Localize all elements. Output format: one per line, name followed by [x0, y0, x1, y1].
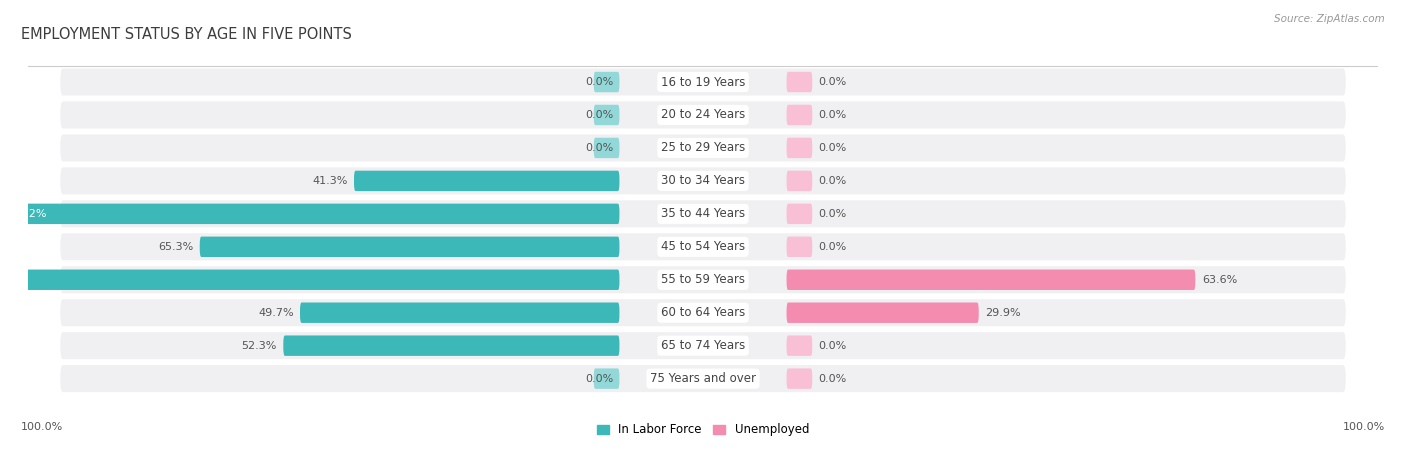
FancyBboxPatch shape	[60, 200, 1346, 227]
FancyBboxPatch shape	[60, 233, 1346, 260]
FancyBboxPatch shape	[1, 204, 620, 224]
Text: 0.0%: 0.0%	[585, 110, 613, 120]
Text: 75 Years and over: 75 Years and over	[650, 372, 756, 385]
FancyBboxPatch shape	[786, 138, 813, 158]
Text: 65 to 74 Years: 65 to 74 Years	[661, 339, 745, 352]
FancyBboxPatch shape	[60, 68, 1346, 95]
Text: 100.0%: 100.0%	[0, 275, 28, 285]
FancyBboxPatch shape	[593, 105, 620, 125]
Text: 100.0%: 100.0%	[1343, 422, 1385, 432]
FancyBboxPatch shape	[786, 369, 813, 389]
Text: Source: ZipAtlas.com: Source: ZipAtlas.com	[1274, 14, 1385, 23]
FancyBboxPatch shape	[60, 332, 1346, 359]
Text: 0.0%: 0.0%	[818, 341, 846, 351]
Text: 29.9%: 29.9%	[986, 308, 1021, 318]
Text: 16 to 19 Years: 16 to 19 Years	[661, 76, 745, 89]
FancyBboxPatch shape	[786, 72, 813, 92]
Text: 0.0%: 0.0%	[818, 110, 846, 120]
FancyBboxPatch shape	[593, 138, 620, 158]
Text: 0.0%: 0.0%	[585, 77, 613, 87]
FancyBboxPatch shape	[60, 299, 1346, 326]
FancyBboxPatch shape	[60, 101, 1346, 129]
Text: 41.3%: 41.3%	[312, 176, 347, 186]
FancyBboxPatch shape	[786, 335, 813, 356]
Text: 0.0%: 0.0%	[818, 77, 846, 87]
Text: 20 to 24 Years: 20 to 24 Years	[661, 108, 745, 122]
Text: 0.0%: 0.0%	[818, 176, 846, 186]
Text: 0.0%: 0.0%	[585, 374, 613, 384]
Text: EMPLOYMENT STATUS BY AGE IN FIVE POINTS: EMPLOYMENT STATUS BY AGE IN FIVE POINTS	[21, 27, 351, 42]
FancyBboxPatch shape	[200, 237, 620, 257]
Text: 49.7%: 49.7%	[257, 308, 294, 318]
Legend: In Labor Force, Unemployed: In Labor Force, Unemployed	[592, 419, 814, 441]
FancyBboxPatch shape	[593, 369, 620, 389]
FancyBboxPatch shape	[354, 171, 620, 191]
FancyBboxPatch shape	[60, 266, 1346, 293]
Text: 60 to 64 Years: 60 to 64 Years	[661, 306, 745, 319]
Text: 96.2%: 96.2%	[11, 209, 46, 219]
Text: 0.0%: 0.0%	[818, 143, 846, 153]
Text: 0.0%: 0.0%	[818, 209, 846, 219]
Text: 45 to 54 Years: 45 to 54 Years	[661, 240, 745, 253]
FancyBboxPatch shape	[786, 204, 813, 224]
Text: 30 to 34 Years: 30 to 34 Years	[661, 175, 745, 187]
FancyBboxPatch shape	[60, 135, 1346, 162]
Text: 25 to 29 Years: 25 to 29 Years	[661, 141, 745, 154]
Text: 0.0%: 0.0%	[818, 242, 846, 252]
FancyBboxPatch shape	[786, 270, 1195, 290]
FancyBboxPatch shape	[786, 237, 813, 257]
FancyBboxPatch shape	[60, 365, 1346, 392]
FancyBboxPatch shape	[786, 105, 813, 125]
Text: 35 to 44 Years: 35 to 44 Years	[661, 207, 745, 220]
FancyBboxPatch shape	[786, 302, 979, 323]
Text: 0.0%: 0.0%	[585, 143, 613, 153]
Text: 63.6%: 63.6%	[1202, 275, 1237, 285]
FancyBboxPatch shape	[786, 171, 813, 191]
FancyBboxPatch shape	[60, 167, 1346, 194]
Text: 0.0%: 0.0%	[818, 374, 846, 384]
FancyBboxPatch shape	[299, 302, 620, 323]
Text: 52.3%: 52.3%	[242, 341, 277, 351]
Text: 55 to 59 Years: 55 to 59 Years	[661, 273, 745, 286]
Text: 65.3%: 65.3%	[157, 242, 193, 252]
FancyBboxPatch shape	[593, 72, 620, 92]
FancyBboxPatch shape	[0, 270, 620, 290]
Text: 100.0%: 100.0%	[21, 422, 63, 432]
FancyBboxPatch shape	[283, 335, 620, 356]
